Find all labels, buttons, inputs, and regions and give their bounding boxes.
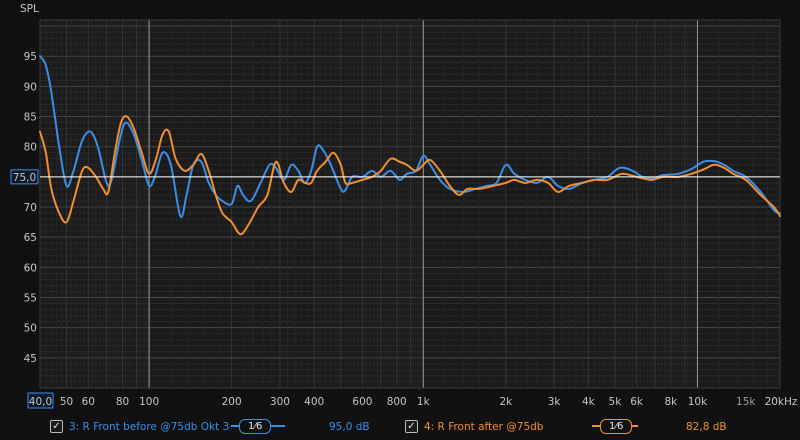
x-tick-label: 800 [387,396,407,408]
x-tick-label: 80 [116,396,129,408]
x-tick-label: 60 [82,396,95,408]
smoothing-line-left [592,425,600,427]
x-tick-label: 20kHz [765,396,798,408]
legend-label-after: 4: R Front after @75db [424,420,544,433]
legend-label-before: 3: R Front before @75db Okt 3 [69,420,230,433]
x-tick-label: 8k [665,396,679,408]
y-tick-label: 65 [24,232,37,244]
x-tick-label: 2k [499,396,513,408]
y-tick-label: 45 [24,353,37,365]
y-tick-label: 80 [24,142,37,154]
grid [39,19,781,389]
plot-border [39,19,781,389]
x-tick-label: 3k [548,396,562,408]
legend-bar: ✓ 3: R Front before @75db Okt 3 1⁄6 95,0… [0,416,800,440]
readout-after: 82,8 dB [686,421,727,433]
x-tick-label: 1k [417,396,431,408]
y-tick-label: 50 [24,323,37,335]
y-tick-label: 70 [24,202,37,214]
smoothing-value-before[interactable]: 1⁄6 [239,418,272,434]
plot-area [40,20,780,388]
x-tick-label: 5k [609,396,623,408]
y-tick-label: 95 [24,51,37,63]
y-tick-label: 85 [24,112,37,124]
x-tick-labels: 50 60 80 100 200 300 400 600 800 1k 2k 3k 4k 5k 6k 8k 10… [60,396,798,408]
legend-checkbox-before[interactable]: ✓ [50,420,63,433]
x-start-box [27,392,54,409]
x-tick-label: 4k [582,396,596,408]
x-tick-label: 15k [736,396,756,408]
smoothing-line-right [632,425,639,427]
smoothing-line-left [231,425,239,427]
x-tick-label: 400 [304,396,324,408]
x-tick-label: 100 [139,396,159,408]
smoothing-value-after[interactable]: 1⁄6 [600,418,633,434]
reference-value-label: 75,0 [13,172,36,184]
legend-item-after[interactable]: ✓ 4: R Front after @75db [405,420,543,433]
reference-value-box [10,169,39,185]
smoothing-selector-before[interactable]: 1⁄6 [231,418,286,434]
x-tick-label: 200 [222,396,242,408]
series-group [39,55,781,236]
x-tick-label: 300 [270,396,290,408]
x-start-label: 40,0 [29,396,52,408]
smoothing-selector-after[interactable]: 1⁄6 [592,418,639,434]
readout-before: 95,0 dB [329,421,370,433]
x-tick-label: 50 [60,396,73,408]
x-tick-label: 10k [688,396,708,408]
x-start-marker[interactable]: 40,0 [27,392,54,409]
y-tick-labels: 9590858075706560555045 [24,51,37,365]
y-tick-label: 90 [24,81,37,93]
legend-item-before[interactable]: ✓ 3: R Front before @75db Okt 3 [50,420,229,433]
reference-line[interactable]: 75,0 [10,169,780,185]
y-axis-label: SPL [20,3,39,15]
series-line-before [39,55,781,218]
smoothing-line-right [271,425,286,427]
y-tick-label: 55 [24,293,37,305]
spl-chart[interactable]: SPL 9590858075706560555045 5060801002003… [0,0,800,415]
x-tick-label: 600 [352,396,372,408]
x-tick-label: 6k [630,396,644,408]
series-line-after [39,115,781,236]
legend-checkbox-after[interactable]: ✓ [405,420,418,433]
y-tick-label: 60 [24,262,37,274]
